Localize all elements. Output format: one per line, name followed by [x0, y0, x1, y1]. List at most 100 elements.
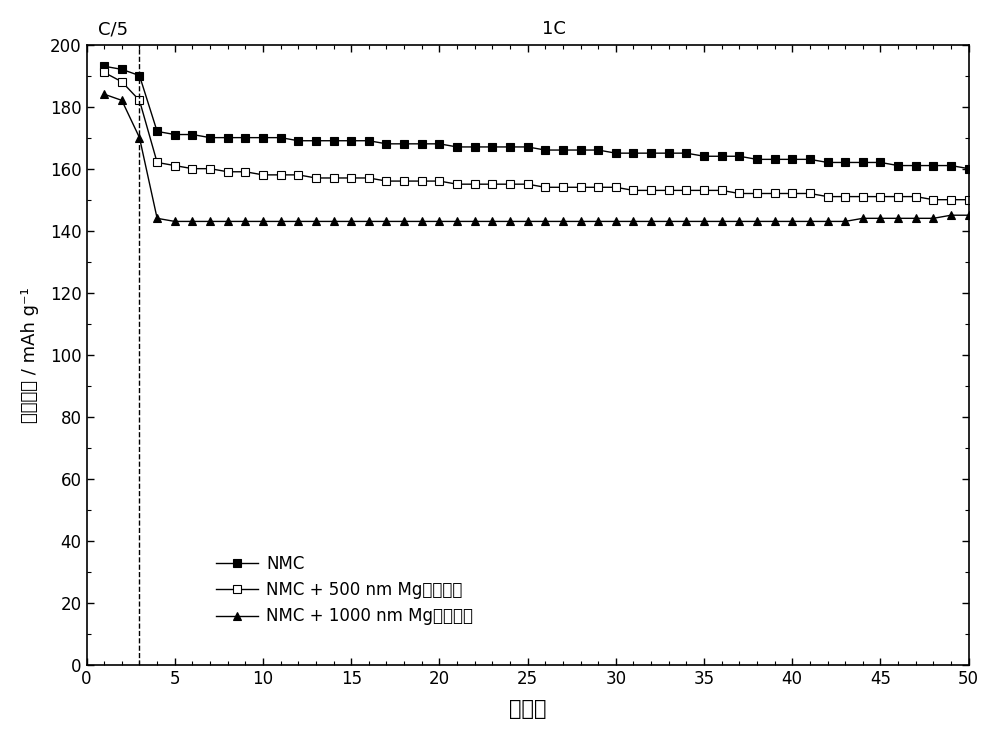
- NMC + 500 nm Mg（溅射）: [892, 192, 904, 201]
- NMC + 1000 nm Mg（溅射）: [539, 217, 551, 226]
- NMC + 1000 nm Mg（溅射）: [398, 217, 410, 226]
- NMC + 500 nm Mg（溅射）: [310, 174, 322, 183]
- NMC + 500 nm Mg（溅射）: [169, 161, 181, 170]
- NMC + 1000 nm Mg（溅射）: [363, 217, 375, 226]
- NMC + 1000 nm Mg（溅射）: [627, 217, 639, 226]
- NMC: [786, 155, 798, 164]
- NMC + 1000 nm Mg（溅射）: [575, 217, 587, 226]
- NMC + 1000 nm Mg（溅射）: [345, 217, 357, 226]
- Text: 1C: 1C: [542, 20, 566, 38]
- NMC + 1000 nm Mg（溅射）: [433, 217, 445, 226]
- NMC + 500 nm Mg（溅射）: [292, 170, 304, 179]
- NMC + 1000 nm Mg（溅射）: [786, 217, 798, 226]
- NMC: [839, 158, 851, 167]
- NMC + 500 nm Mg（溅射）: [433, 177, 445, 186]
- NMC + 500 nm Mg（溅射）: [257, 170, 269, 179]
- NMC + 500 nm Mg（溅射）: [133, 96, 145, 105]
- NMC + 1000 nm Mg（溅射）: [151, 214, 163, 223]
- NMC: [892, 161, 904, 170]
- NMC + 1000 nm Mg（溅射）: [610, 217, 622, 226]
- NMC + 500 nm Mg（溅射）: [116, 78, 128, 87]
- NMC: [433, 139, 445, 148]
- NMC + 500 nm Mg（溅射）: [557, 183, 569, 192]
- NMC + 500 nm Mg（溅射）: [610, 183, 622, 192]
- NMC: [363, 136, 375, 145]
- NMC + 500 nm Mg（溅射）: [680, 186, 692, 195]
- NMC: [680, 149, 692, 158]
- NMC + 500 nm Mg（溅射）: [204, 164, 216, 173]
- NMC: [98, 62, 110, 71]
- NMC + 500 nm Mg（溅射）: [416, 177, 428, 186]
- NMC: [398, 139, 410, 148]
- NMC: [610, 149, 622, 158]
- NMC + 500 nm Mg（溅射）: [874, 192, 886, 201]
- NMC + 1000 nm Mg（溅射）: [910, 214, 922, 223]
- NMC: [857, 158, 869, 167]
- NMC: [328, 136, 340, 145]
- Line: NMC + 500 nm Mg（溅射）: NMC + 500 nm Mg（溅射）: [100, 68, 973, 204]
- NMC: [592, 146, 604, 155]
- NMC + 1000 nm Mg（溅射）: [310, 217, 322, 226]
- NMC + 500 nm Mg（溅射）: [151, 158, 163, 167]
- NMC: [292, 136, 304, 145]
- NMC: [275, 133, 287, 142]
- NMC: [874, 158, 886, 167]
- NMC + 500 nm Mg（溅射）: [751, 189, 763, 198]
- NMC + 500 nm Mg（溅射）: [504, 180, 516, 189]
- NMC + 500 nm Mg（溅射）: [910, 192, 922, 201]
- NMC: [222, 133, 234, 142]
- NMC + 500 nm Mg（溅射）: [522, 180, 534, 189]
- NMC + 1000 nm Mg（溅射）: [839, 217, 851, 226]
- NMC: [645, 149, 657, 158]
- NMC + 500 nm Mg（溅射）: [963, 195, 975, 204]
- NMC + 1000 nm Mg（溅射）: [874, 214, 886, 223]
- NMC + 500 nm Mg（溅射）: [575, 183, 587, 192]
- NMC: [504, 143, 516, 152]
- NMC + 500 nm Mg（溅射）: [380, 177, 392, 186]
- NMC: [663, 149, 675, 158]
- NMC + 1000 nm Mg（溅射）: [469, 217, 481, 226]
- NMC + 1000 nm Mg（溅射）: [169, 217, 181, 226]
- NMC + 1000 nm Mg（溅射）: [927, 214, 939, 223]
- Y-axis label: 放电容量 / mAh g⁻¹: 放电容量 / mAh g⁻¹: [21, 287, 39, 423]
- NMC + 1000 nm Mg（溅射）: [733, 217, 745, 226]
- NMC + 1000 nm Mg（溅射）: [257, 217, 269, 226]
- NMC + 500 nm Mg（溅射）: [857, 192, 869, 201]
- NMC + 500 nm Mg（溅射）: [539, 183, 551, 192]
- Line: NMC + 1000 nm Mg（溅射）: NMC + 1000 nm Mg（溅射）: [100, 90, 973, 226]
- NMC + 1000 nm Mg（溅射）: [116, 96, 128, 105]
- Line: NMC: NMC: [100, 62, 973, 173]
- NMC: [151, 127, 163, 136]
- NMC: [204, 133, 216, 142]
- NMC + 1000 nm Mg（溅射）: [751, 217, 763, 226]
- NMC + 500 nm Mg（溅射）: [486, 180, 498, 189]
- NMC + 1000 nm Mg（溅射）: [328, 217, 340, 226]
- NMC + 500 nm Mg（溅射）: [239, 167, 251, 176]
- NMC: [380, 139, 392, 148]
- NMC + 1000 nm Mg（溅射）: [204, 217, 216, 226]
- NMC + 1000 nm Mg（溅射）: [222, 217, 234, 226]
- NMC + 1000 nm Mg（溅射）: [186, 217, 198, 226]
- NMC: [451, 143, 463, 152]
- NMC + 1000 nm Mg（溅射）: [716, 217, 728, 226]
- NMC + 1000 nm Mg（溅射）: [239, 217, 251, 226]
- NMC: [416, 139, 428, 148]
- NMC + 500 nm Mg（溅射）: [222, 167, 234, 176]
- NMC + 1000 nm Mg（溅射）: [275, 217, 287, 226]
- NMC: [910, 161, 922, 170]
- NMC + 1000 nm Mg（溅射）: [486, 217, 498, 226]
- NMC: [751, 155, 763, 164]
- NMC: [257, 133, 269, 142]
- NMC: [486, 143, 498, 152]
- NMC: [698, 152, 710, 161]
- NMC: [927, 161, 939, 170]
- NMC + 1000 nm Mg（溅射）: [680, 217, 692, 226]
- NMC: [963, 164, 975, 173]
- NMC + 1000 nm Mg（溅射）: [557, 217, 569, 226]
- NMC: [239, 133, 251, 142]
- NMC + 1000 nm Mg（溅射）: [963, 211, 975, 220]
- NMC + 1000 nm Mg（溅射）: [592, 217, 604, 226]
- NMC + 500 nm Mg（溅射）: [592, 183, 604, 192]
- NMC + 500 nm Mg（溅射）: [927, 195, 939, 204]
- NMC: [522, 143, 534, 152]
